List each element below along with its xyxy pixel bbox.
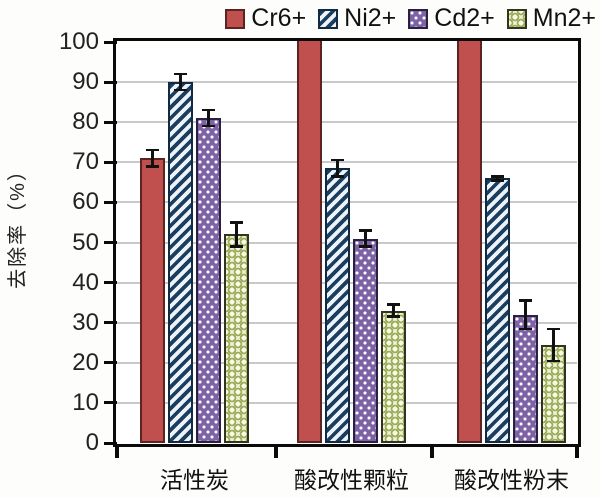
bar-cd-酸改性粉末 [513,314,538,443]
error-cap-top-cd-2 [359,229,372,232]
y-tick-10 [104,401,117,405]
legend-swatch-mn-icon [506,8,527,29]
y-tick-label-0: 0 [85,429,99,456]
legend-swatch-cd-icon [408,8,429,29]
bar-ni-酸改性粉末 [485,178,510,443]
y-tick-40 [104,281,117,285]
chart-legend: Cr6+ Ni2+ Cd2+ Mn2+ [225,4,596,33]
y-tick-label-100: 100 [58,28,99,55]
bar-mn-酸改性颗粒 [381,310,406,443]
legend-label-cr: Cr6+ [251,4,307,32]
legend-label-mn: Mn2+ [532,4,596,32]
legend-label-ni: Ni2+ [344,4,397,32]
legend-item-cd: Cd2+ [408,4,495,33]
error-bar-mn-1 [235,222,238,247]
error-cap-bottom-ni-2 [331,175,344,178]
y-tick-label-70: 70 [72,148,99,176]
legend-item-cr: Cr6+ [225,4,306,33]
gridline-80 [117,121,577,124]
x-category-label-3: 酸改性粉末 [454,467,569,493]
y-tick-label-30: 30 [72,308,99,336]
error-cap-top-ni-1 [174,72,187,76]
y-tick-label-60: 60 [72,188,99,216]
error-cap-bottom-ni-3 [491,179,504,182]
error-bar-ni-2 [336,160,339,177]
error-cap-bottom-cr-1 [146,165,159,168]
error-bar-ni-3 [496,176,499,181]
y-tick-30 [104,321,117,325]
y-tick-50 [104,241,117,244]
y-tick-label-20: 20 [72,348,99,376]
bar-cr-酸改性粉末 [457,38,482,443]
error-bar-cd-3 [524,300,527,329]
y-tick-0 [104,441,117,445]
error-cap-bottom-cd-3 [519,327,532,330]
bar-cr-活性炭 [140,158,165,443]
error-cap-bottom-ni-1 [174,88,187,92]
bar-mn-酸改性粉末 [541,344,566,443]
error-cap-bottom-cd-1 [202,125,215,128]
x-tick-3 [575,447,579,458]
y-tick-70 [104,160,117,164]
bar-mn-活性炭 [224,234,249,443]
y-tick-label-10: 10 [72,388,99,416]
error-cap-top-cd-3 [519,299,532,302]
error-cap-top-cd-1 [202,108,215,112]
y-tick-90 [104,80,117,84]
y-tick-60 [104,200,117,204]
y-tick-label-40: 40 [72,268,99,296]
legend-label-cd: Cd2+ [434,4,495,32]
error-bar-ni-1 [179,74,182,91]
error-bar-cd-2 [364,230,367,247]
bar-ni-酸改性颗粒 [325,168,350,443]
bar-cd-酸改性颗粒 [353,238,378,443]
y-tick-100 [104,40,117,44]
error-bar-mn-2 [392,304,395,317]
bar-ni-活性炭 [168,82,193,443]
legend-swatch-cr-icon [225,8,246,29]
error-cap-top-mn-2 [387,303,400,306]
x-category-label-2: 酸改性颗粒 [294,467,409,493]
x-tick-1 [274,447,278,458]
y-tick-20 [104,361,117,365]
error-bar-cr-1 [151,150,154,167]
legend-swatch-ni-icon [318,8,339,29]
error-cap-bottom-mn-3 [547,359,560,362]
error-bar-cd-1 [207,110,210,127]
y-tick-label-80: 80 [72,108,99,136]
error-cap-top-mn-3 [547,327,560,330]
error-cap-bottom-mn-1 [230,245,243,248]
legend-item-ni: Ni2+ [318,4,396,33]
y-tick-80 [104,120,117,124]
error-cap-top-ni-2 [331,159,344,162]
error-bar-mn-3 [552,328,555,361]
plot-area: 0 10 20 30 40 50 60 70 80 90 100 活性炭 酸改性颗粒 酸改性粉末 [59,28,579,493]
legend-item-mn: Mn2+ [506,4,596,33]
x-category-label-1: 活性炭 [160,467,229,493]
y-axis-title: 去除率（%） [7,159,29,289]
error-cap-top-ni-3 [491,175,504,178]
bar-cd-活性炭 [196,118,221,443]
y-tick-label-90: 90 [72,68,99,96]
error-cap-bottom-mn-2 [387,315,400,318]
error-cap-top-cr-1 [146,149,159,152]
gridline-70 [117,161,577,164]
x-tick-0 [115,447,119,458]
x-tick-2 [430,447,434,458]
error-cap-bottom-cd-2 [359,245,372,248]
gridline-90 [117,81,577,84]
y-tick-label-50: 50 [72,228,99,256]
bar-cr-酸改性颗粒 [297,38,322,443]
error-cap-top-mn-1 [230,221,243,224]
